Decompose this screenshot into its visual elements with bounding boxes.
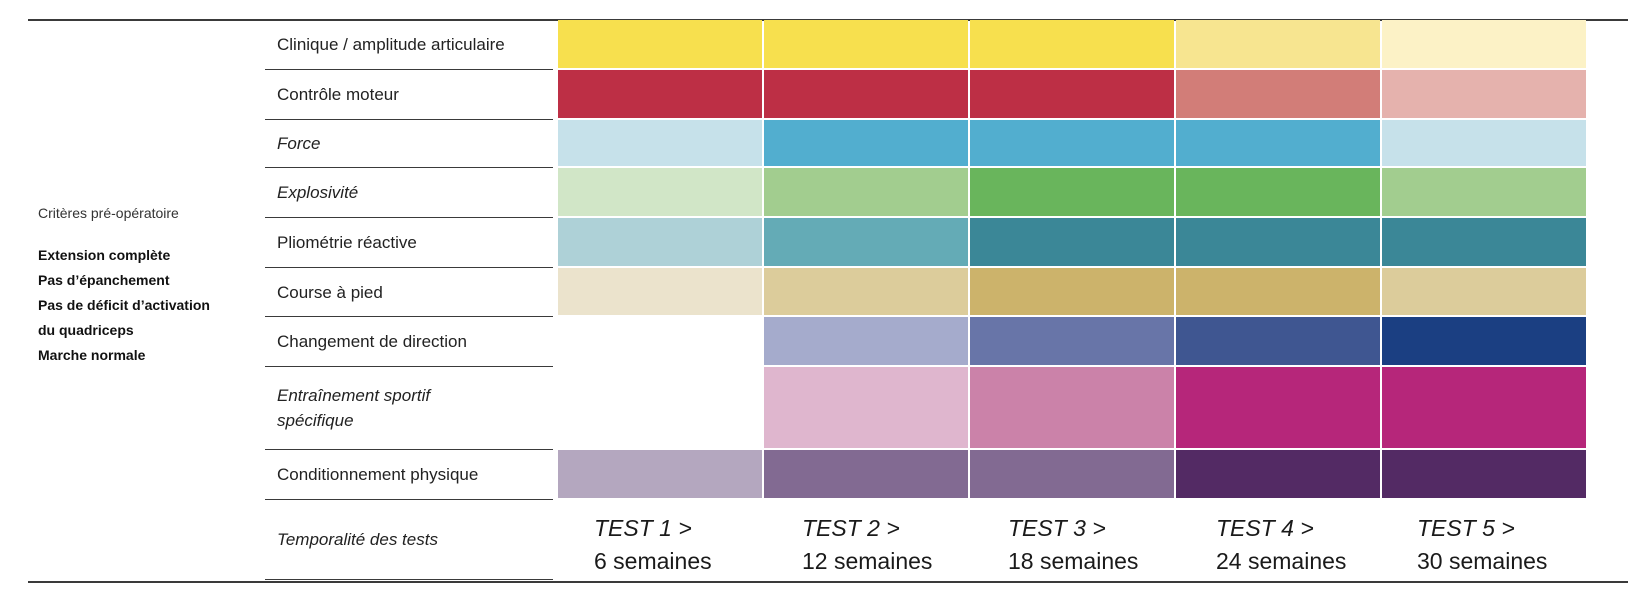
grid-cell xyxy=(1382,268,1586,315)
row-label-changement-direction: Changement de direction xyxy=(265,317,553,367)
row-label-controle-moteur: Contrôle moteur xyxy=(265,70,553,120)
grid-cell xyxy=(1382,70,1586,118)
grid-cell xyxy=(764,20,968,68)
grid-cell xyxy=(764,450,968,498)
test-1: TEST 1 > 6 semaines xyxy=(594,512,712,578)
criteria-item: Pas de déficit d’activation xyxy=(38,297,210,313)
criteria-item: du quadriceps xyxy=(38,322,134,338)
test-name: TEST 1 > xyxy=(594,515,692,541)
test-duration: 6 semaines xyxy=(594,548,712,574)
test-duration: 30 semaines xyxy=(1417,548,1548,574)
test-2: TEST 2 > 12 semaines xyxy=(802,512,932,578)
grid-cell xyxy=(1176,317,1380,365)
criteria-list: Extension complète Pas d’épanchement Pas… xyxy=(38,243,248,368)
grid-cell xyxy=(1176,450,1380,498)
grid-cell xyxy=(764,218,968,266)
grid-cell xyxy=(970,268,1174,315)
grid-cell xyxy=(970,168,1174,216)
grid-cell xyxy=(970,120,1174,166)
row-label-explosivite: Explosivité xyxy=(265,168,553,218)
test-duration: 18 semaines xyxy=(1008,548,1139,574)
grid-cell xyxy=(558,20,762,68)
grid-cell xyxy=(1382,120,1586,166)
grid-cell xyxy=(1176,218,1380,266)
criteria-item: Extension complète xyxy=(38,247,171,263)
test-timeline: TEST 1 > 6 semaines TEST 2 > 12 semaines… xyxy=(558,506,1588,576)
criteria-item: Pas d’épanchement xyxy=(38,272,170,288)
row-label-entrainement: Entraînement sportif spécifique xyxy=(265,367,553,450)
grid-cell xyxy=(764,268,968,315)
grid-cell xyxy=(1176,268,1380,315)
grid-cell xyxy=(1382,168,1586,216)
grid-cell xyxy=(558,168,762,216)
grid-cell xyxy=(1382,367,1586,448)
grid-cell xyxy=(1382,450,1586,498)
test-5: TEST 5 > 30 semaines xyxy=(1417,512,1547,578)
grid-cell xyxy=(764,120,968,166)
row-label-course: Course à pied xyxy=(265,268,553,317)
test-4: TEST 4 > 24 semaines xyxy=(1216,512,1346,578)
grid-cell xyxy=(764,317,968,365)
grid-cell xyxy=(1176,70,1380,118)
grid-cell xyxy=(1382,317,1586,365)
row-label-conditionnement: Conditionnement physique xyxy=(265,450,553,500)
grid-cell xyxy=(970,218,1174,266)
grid-cell xyxy=(970,317,1174,365)
grid-cell xyxy=(764,367,968,448)
row-label-clinique: Clinique / amplitude articulaire xyxy=(265,20,553,70)
grid-cell xyxy=(970,367,1174,448)
grid-cell xyxy=(1176,367,1380,448)
grid-cell xyxy=(558,120,762,166)
preop-criteria: Critères pré-opératoire Extension complè… xyxy=(38,205,248,368)
grid-cell xyxy=(1176,168,1380,216)
grid-cell xyxy=(764,168,968,216)
test-name: TEST 3 > xyxy=(1008,515,1106,541)
criteria-item: Marche normale xyxy=(38,347,146,363)
bottom-rule xyxy=(28,581,1628,583)
test-3: TEST 3 > 18 semaines xyxy=(1008,512,1138,578)
grid-cell xyxy=(1382,218,1586,266)
grid-cell xyxy=(970,70,1174,118)
grid-cell xyxy=(1176,20,1380,68)
test-name: TEST 2 > xyxy=(802,515,900,541)
test-duration: 24 semaines xyxy=(1216,548,1347,574)
grid-cell xyxy=(558,268,762,315)
test-name: TEST 5 > xyxy=(1417,515,1515,541)
grid-cell xyxy=(970,20,1174,68)
row-label-temporalite: Temporalité des tests xyxy=(265,500,553,580)
grid-cell xyxy=(558,450,762,498)
row-label-pliometrie: Pliométrie réactive xyxy=(265,218,553,268)
grid-cell xyxy=(558,218,762,266)
test-duration: 12 semaines xyxy=(802,548,933,574)
grid-cell xyxy=(970,450,1174,498)
test-name: TEST 4 > xyxy=(1216,515,1314,541)
criteria-heading: Critères pré-opératoire xyxy=(38,205,179,221)
grid-cell xyxy=(558,70,762,118)
grid-cell xyxy=(1176,120,1380,166)
row-label-force: Force xyxy=(265,120,553,168)
grid-cell xyxy=(764,70,968,118)
grid-cell xyxy=(1382,20,1586,68)
progression-grid xyxy=(558,20,1588,502)
